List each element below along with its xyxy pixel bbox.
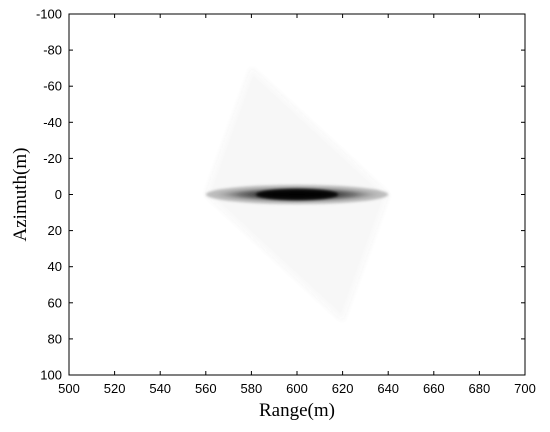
y-tick-label: -20	[43, 151, 62, 166]
y-tick-label: 100	[40, 368, 62, 383]
plot-frame	[68, 13, 526, 376]
axis-ticks: 500 520 540 560 580 600 620 640 660 680 700-100-80…	[36, 7, 536, 397]
y-tick-label: 80	[48, 331, 62, 346]
x-tick-label: 680	[469, 381, 491, 396]
y-tick-label: -80	[43, 43, 62, 58]
peak-core	[255, 188, 339, 201]
y-tick-label: 0	[55, 187, 62, 202]
x-tick-label: 580	[241, 381, 263, 396]
y-tick-label: 60	[48, 295, 62, 310]
x-tick-label: 560	[195, 381, 217, 396]
x-tick-label: 640	[377, 381, 399, 396]
y-tick-label: -60	[43, 79, 62, 94]
x-tick-label: 700	[514, 381, 536, 396]
x-tick-label: 600	[286, 381, 308, 396]
y-tick-label: 40	[48, 259, 62, 274]
y-tick-label: -40	[43, 115, 62, 130]
x-tick-label: 540	[149, 381, 171, 396]
x-tick-label: 620	[332, 381, 354, 396]
x-tick-label: 520	[104, 381, 126, 396]
heatmap-image	[205, 68, 389, 321]
y-tick-label: 20	[48, 223, 62, 238]
x-axis-title: Range(m)	[259, 400, 335, 421]
x-tick-label: 500	[58, 381, 80, 396]
y-tick-label: -100	[36, 7, 62, 22]
x-tick-label: 660	[423, 381, 445, 396]
y-axis-title: Azimuth(m)	[10, 148, 31, 242]
